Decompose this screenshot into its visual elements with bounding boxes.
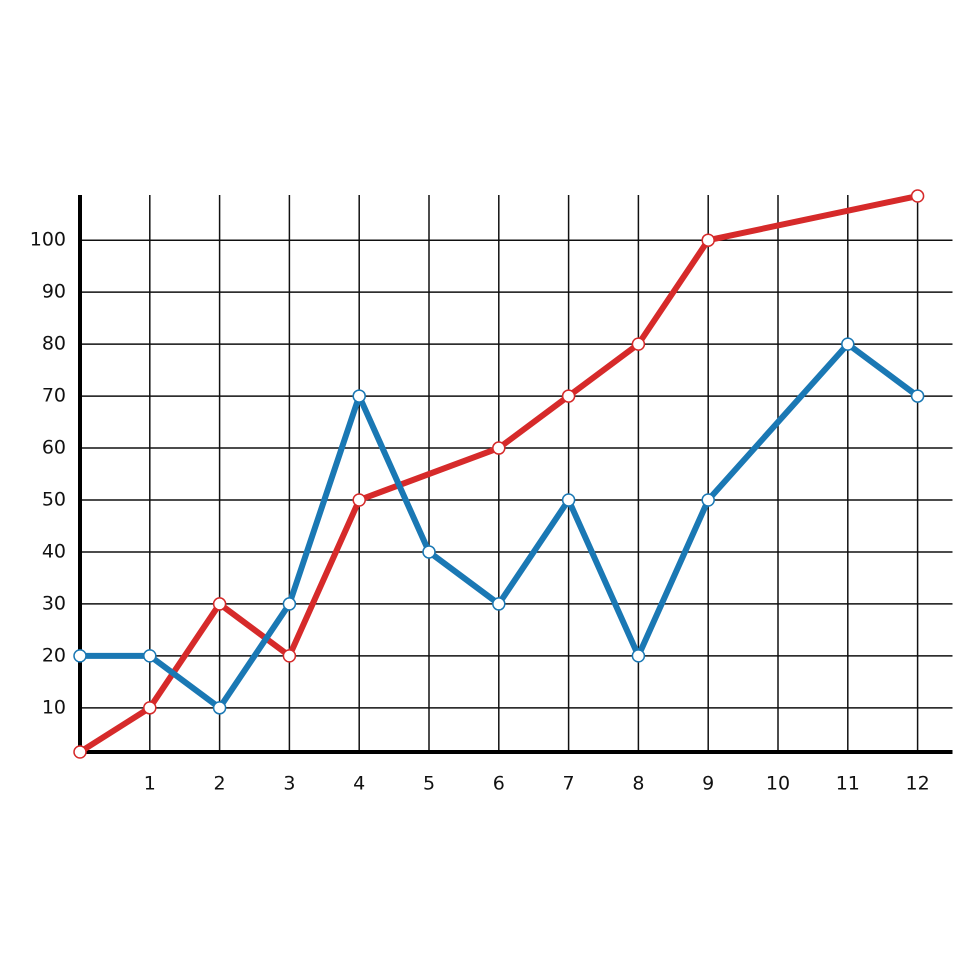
point	[73, 745, 87, 759]
x-tick-label: 6	[493, 773, 505, 795]
x-tick-label: 3	[283, 773, 295, 795]
x-tick-label: 11	[836, 773, 860, 795]
x-tick-label: 5	[423, 773, 435, 795]
point	[352, 389, 366, 403]
y-tick-label: 40	[42, 540, 66, 562]
x-tick-label: 10	[766, 773, 790, 795]
point	[561, 389, 576, 403]
y-tick-label: 100	[30, 229, 66, 251]
point	[73, 649, 87, 663]
point	[910, 189, 925, 203]
point	[631, 649, 646, 663]
point	[841, 337, 855, 351]
point	[212, 597, 227, 611]
x-tick-label: 9	[702, 773, 714, 795]
x-tick-label: 7	[563, 773, 575, 795]
y-tick-label: 90	[42, 281, 66, 303]
point	[212, 701, 227, 715]
point	[910, 389, 925, 403]
point	[422, 545, 436, 559]
point	[701, 233, 715, 247]
y-tick-label: 70	[42, 385, 66, 407]
y-tick-label: 30	[42, 592, 66, 614]
point	[282, 649, 297, 663]
point	[352, 493, 366, 507]
point	[143, 649, 157, 663]
series-line	[78, 193, 919, 755]
x-tick-label: 1	[144, 773, 156, 795]
point	[492, 597, 506, 611]
x-tick-label: 8	[632, 773, 644, 795]
point	[631, 337, 646, 351]
y-tick-label: 10	[42, 696, 66, 718]
y-tick-label: 50	[42, 488, 66, 510]
series-line	[80, 341, 920, 711]
point	[143, 701, 157, 715]
y-tick-label: 60	[42, 437, 66, 459]
point	[492, 441, 506, 455]
y-tick-label: 80	[42, 333, 66, 355]
x-tick-label: 12	[906, 773, 930, 795]
point	[701, 493, 715, 507]
x-tick-label: 2	[214, 773, 226, 795]
point	[561, 493, 576, 507]
x-tick-label: 4	[353, 773, 365, 795]
y-tick-label: 20	[42, 644, 66, 666]
point	[282, 597, 297, 611]
